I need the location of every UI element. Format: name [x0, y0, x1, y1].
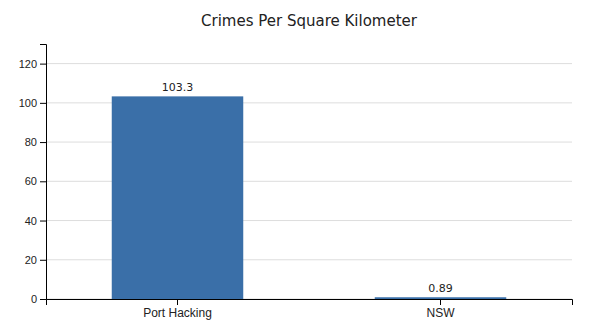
- bar: [375, 297, 507, 299]
- y-axis-line: [40, 45, 47, 300]
- y-tick: 0: [31, 293, 46, 305]
- y-tick-label: 80: [25, 136, 37, 148]
- y-tick-label: 100: [19, 97, 37, 109]
- data-label: 0.89: [428, 282, 453, 295]
- chart: 0 20 40 60 80 100 120 Port Hacking NSW 103.3 0.89 C…: [0, 0, 592, 333]
- y-tick: 20: [25, 254, 46, 266]
- y-axis: 0 20 40 60 80 100 120: [19, 45, 47, 306]
- bars: [112, 96, 507, 299]
- y-tick-mark: [40, 64, 46, 65]
- x-tick-label: NSW: [427, 306, 456, 320]
- y-tick: 120: [19, 58, 46, 70]
- y-tick-label: 120: [19, 58, 37, 70]
- y-tick-label: 20: [25, 254, 37, 266]
- x-tick-mark: [440, 299, 441, 305]
- y-tick-label: 0: [31, 293, 37, 305]
- data-labels: 103.3 0.89: [162, 81, 453, 295]
- grid: [46, 64, 572, 299]
- y-tick-mark: [40, 181, 46, 182]
- grid-line: [46, 63, 572, 64]
- x-tick-label: Port Hacking: [143, 306, 212, 320]
- data-label: 103.3: [162, 81, 194, 94]
- bar: [112, 96, 244, 299]
- y-tick: 80: [25, 136, 46, 148]
- x-tick-mark: [177, 299, 178, 305]
- x-axis: Port Hacking NSW: [47, 299, 573, 320]
- y-tick-mark: [40, 103, 46, 104]
- y-tick-mark: [40, 260, 46, 261]
- x-tick: Port Hacking: [143, 299, 212, 320]
- y-tick-mark: [40, 221, 46, 222]
- y-tick: 40: [25, 215, 46, 227]
- y-tick: 60: [25, 175, 46, 187]
- plot: 0 20 40 60 80 100 120 Port Hacking NSW 103.3 0.89: [19, 45, 573, 320]
- y-tick-label: 60: [25, 175, 37, 187]
- x-tick: NSW: [427, 299, 456, 320]
- y-tick-mark: [40, 142, 46, 143]
- title: Crimes Per Square Kilometer: [201, 12, 418, 30]
- y-tick: 100: [19, 97, 46, 109]
- x-axis-line: [47, 300, 573, 306]
- y-tick-mark: [40, 299, 46, 300]
- y-tick-label: 40: [25, 215, 37, 227]
